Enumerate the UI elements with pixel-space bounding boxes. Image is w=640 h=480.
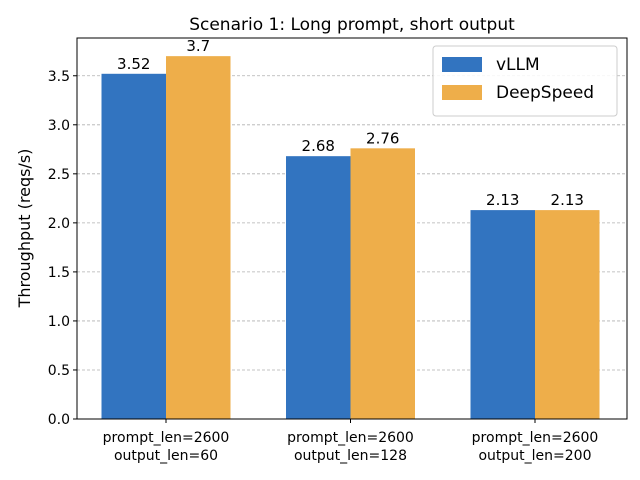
chart-title: Scenario 1: Long prompt, short output [189,15,515,35]
y-tick-label: 0.5 [48,363,70,379]
x-tick-label: prompt_len=2600 output_len=128 [287,430,414,464]
bar [286,156,351,419]
y-tick-label: 0.0 [48,412,70,428]
bar [166,56,231,420]
plot-frame [76,37,628,420]
bar [535,210,600,419]
value-label: 2.13 [551,191,584,209]
y-tick-label: 1.5 [48,265,70,281]
legend-swatch [442,57,482,72]
value-label: 3.7 [186,37,210,55]
bar [101,73,166,420]
value-label: 2.76 [366,129,399,147]
y-tick-label: 2.5 [48,167,70,183]
value-label: 3.52 [117,55,150,73]
y-axis-label: Throughput (reqs/s) [15,149,34,309]
y-tick-label: 2.0 [48,216,70,232]
y-tick-label: 3.5 [48,69,70,85]
bar [350,148,415,419]
legend-swatch [442,85,482,100]
legend-label: vLLM [496,55,540,75]
value-label: 2.68 [302,137,335,155]
legend-label: DeepSpeed [496,83,594,103]
y-tick-label: 1.0 [48,314,70,330]
bar [470,210,535,419]
x-tick-label: prompt_len=2600 output_len=60 [103,430,230,464]
x-tick-label: prompt_len=2600 output_len=200 [472,430,599,464]
y-tick-label: 3.0 [48,118,70,134]
value-label: 2.13 [486,191,519,209]
